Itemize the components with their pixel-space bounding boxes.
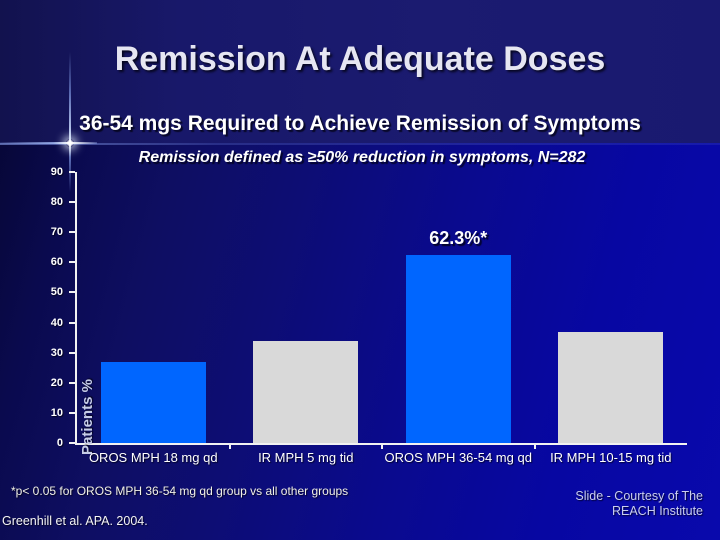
crosshair-flare-horizontal-line bbox=[0, 142, 97, 144]
y-axis-tick-mark bbox=[69, 291, 75, 294]
bar-4 bbox=[558, 331, 664, 443]
y-axis-tick-label: 80 bbox=[50, 196, 63, 209]
y-axis-tick-mark bbox=[69, 321, 75, 324]
x-axis-tick-mark bbox=[533, 445, 536, 449]
slide-title: Remission At Adequate Doses bbox=[114, 40, 606, 78]
y-axis-tick-mark bbox=[69, 381, 75, 384]
crosshair-flare-vertical-line bbox=[69, 52, 71, 192]
bar-3 bbox=[405, 255, 511, 443]
y-axis-tick-mark bbox=[69, 201, 75, 204]
y-axis-tick-mark bbox=[69, 171, 75, 173]
y-axis-tick-mark bbox=[69, 351, 75, 354]
courtesy-line-2: REACH Institute bbox=[611, 504, 703, 518]
plot-area: Patients % 0 10 20 30 40 50 60 70 80 90 OROS MPH 1… bbox=[51, 166, 687, 465]
y-axis-tick-label: 20 bbox=[50, 376, 63, 389]
y-axis-tick-mark bbox=[69, 442, 75, 444]
x-axis-tick-mark bbox=[228, 445, 231, 449]
citation: Greenhill et al. APA. 2004. bbox=[2, 514, 148, 528]
x-axis-tick-mark bbox=[381, 445, 383, 449]
category-label: IR MPH 10-15 mg tid bbox=[550, 450, 672, 465]
y-axis-tick-label: 30 bbox=[50, 346, 63, 359]
bar-2 bbox=[253, 340, 359, 443]
y-axis-tick-label: 50 bbox=[50, 286, 63, 299]
y-axis-tick-mark bbox=[69, 231, 75, 234]
y-axis-tick-label: 90 bbox=[50, 166, 63, 178]
significance-footnote: *p< 0.05 for OROS MPH 36-54 mg qd group … bbox=[11, 484, 349, 498]
y-axis-tick-label: 0 bbox=[56, 437, 63, 449]
crosshair-flare-icon bbox=[66, 139, 74, 147]
bar-1 bbox=[100, 361, 206, 443]
title-background bbox=[0, 0, 720, 143]
y-axis-tick-label: 70 bbox=[50, 226, 63, 239]
bar-value-annotation: 62.3%* bbox=[429, 228, 488, 249]
category-label: OROS MPH 36-54 mg qd bbox=[384, 450, 532, 465]
y-axis-tick-mark bbox=[69, 411, 75, 414]
definition-note: Remission defined as ≥50% reduction in s… bbox=[138, 149, 586, 166]
category-label: IR MPH 5 mg tid bbox=[258, 450, 354, 465]
y-axis-tick-mark bbox=[69, 261, 75, 264]
y-axis-tick-label: 60 bbox=[50, 256, 63, 269]
y-axis-tick-label: 10 bbox=[50, 406, 63, 419]
y-axis-tick-label: 40 bbox=[50, 316, 63, 329]
courtesy-line-1: Slide - Courtesy of The bbox=[575, 489, 703, 503]
category-label: OROS MPH 18 mg qd bbox=[88, 450, 218, 465]
courtesy-note: Slide - Courtesy of The REACH Institute bbox=[575, 489, 703, 519]
slide-subtitle: 36-54 mgs Required to Achieve Remission … bbox=[79, 112, 641, 135]
